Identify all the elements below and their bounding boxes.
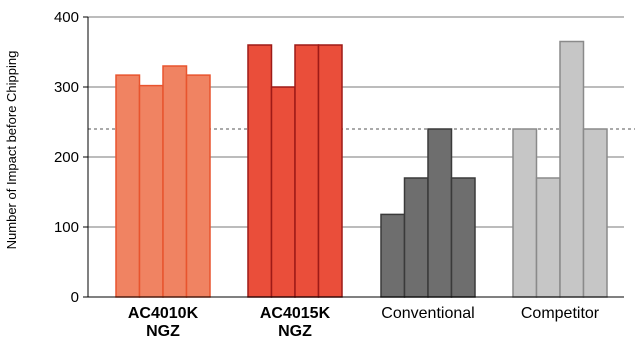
- bars: [115, 40, 608, 298]
- y-tick-label: 0: [71, 289, 79, 306]
- bar-group-1: [115, 65, 211, 298]
- category-label: Conventional: [381, 305, 474, 322]
- axes: [83, 16, 624, 298]
- bar: [317, 44, 343, 298]
- bar: [185, 74, 211, 298]
- bar: [270, 86, 296, 298]
- category-label: NGZ: [146, 323, 180, 340]
- y-tick-label: 100: [54, 219, 79, 236]
- bar: [247, 44, 273, 298]
- bar: [559, 40, 585, 298]
- bar-group-4: [512, 40, 608, 298]
- y-tick-label: 400: [54, 9, 79, 26]
- category-label: AC4010K: [128, 305, 199, 322]
- y-tick-label: 300: [54, 79, 79, 96]
- bar: [427, 128, 453, 298]
- bar: [115, 74, 141, 298]
- category-label: NGZ: [278, 323, 312, 340]
- bar: [380, 213, 406, 298]
- y-tick-label: 200: [54, 149, 79, 166]
- bar: [403, 177, 429, 298]
- bar: [582, 128, 608, 298]
- bar-group-3: [380, 128, 476, 298]
- category-label: Competitor: [521, 305, 600, 322]
- bar: [535, 177, 561, 298]
- bar: [162, 65, 188, 298]
- bar: [294, 44, 320, 298]
- y-axis-label: Number of Impact before Chipping: [4, 51, 19, 250]
- y-tick-labels: 0 100 200 300 400: [54, 9, 79, 306]
- bar-group-2: [247, 44, 343, 298]
- category-label: AC4015K: [260, 305, 331, 322]
- bar: [512, 128, 538, 298]
- bar: [138, 84, 164, 298]
- bar: [450, 177, 476, 298]
